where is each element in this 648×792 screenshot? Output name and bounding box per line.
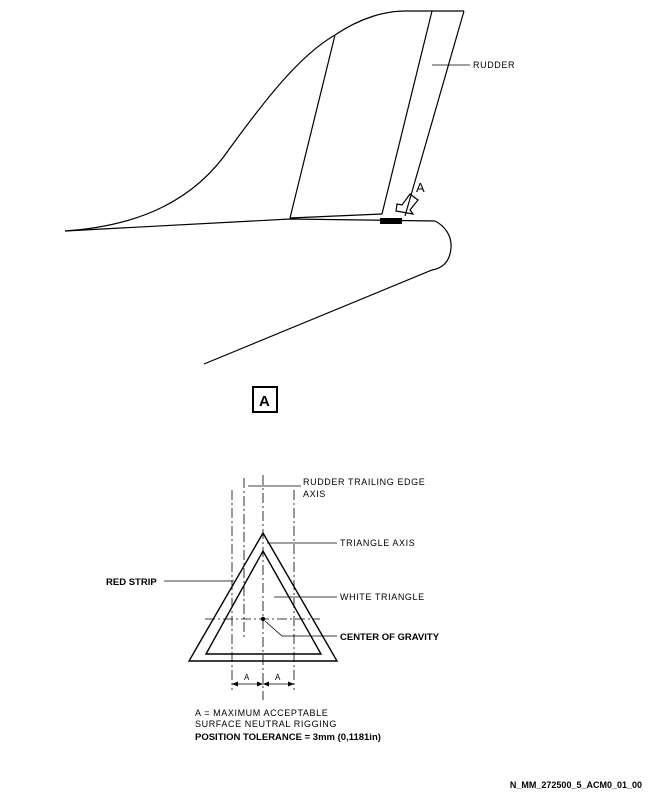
fin-outline	[64, 10, 464, 232]
tolerance-note: A = MAXIMUM ACCEPTABLE SURFACE NEUTRAL R…	[195, 708, 381, 743]
fuselage-top-line	[64, 218, 436, 232]
tail-fin-view: RUDDER A	[64, 10, 515, 365]
detail-view-callout: A	[252, 386, 278, 413]
dim-arrow-mid-left	[257, 681, 263, 687]
dim-arrow-mid-right	[263, 681, 269, 687]
view-arrow-label: A	[416, 180, 425, 195]
note-line-2: SURFACE NEUTRAL RIGGING	[195, 719, 337, 729]
note-line-1: A = MAXIMUM ACCEPTABLE	[195, 708, 328, 718]
dim-a-left-label: A	[244, 673, 250, 682]
tolerance-dimension: A A	[232, 673, 294, 687]
dim-arrow-left	[232, 681, 238, 687]
triangle-detail: RUDDER TRAILING EDGE AXIS TRIANGLE AXIS …	[106, 475, 440, 700]
trailing-edge-axis-label-line2: AXIS	[303, 489, 326, 499]
detail-view-box	[252, 386, 278, 413]
rudder-trailing-edge	[404, 10, 465, 217]
note-line-3: POSITION TOLERANCE = 3mm (0,1181in)	[195, 732, 381, 743]
dim-arrow-right	[288, 681, 294, 687]
red-strip-label: RED STRIP	[106, 577, 157, 588]
triangle-axis-label: TRIANGLE AXIS	[340, 538, 415, 548]
white-triangle-label: WHITE TRIANGLE	[340, 592, 425, 602]
center-of-gravity-dot	[260, 616, 266, 622]
rudder-label: RUDDER	[473, 60, 515, 70]
fuselage-tail-cone	[203, 220, 452, 365]
white-triangle	[204, 549, 323, 655]
fin-root-edge	[289, 34, 336, 219]
center-of-gravity-leader	[264, 620, 337, 637]
trailing-edge-axis-label-line1: RUDDER TRAILING EDGE	[303, 477, 425, 487]
rudder-hinge-line	[381, 10, 433, 215]
rudder-position-marker	[380, 218, 402, 224]
dim-a-right-label: A	[275, 673, 281, 682]
view-arrow	[395, 193, 419, 215]
detail-view-label: A	[259, 393, 270, 410]
fin-root	[289, 213, 383, 219]
figure-id: N_MM_272500_5_ACM0_01_00	[510, 780, 642, 790]
center-of-gravity-label: CENTER OF GRAVITY	[340, 632, 440, 643]
